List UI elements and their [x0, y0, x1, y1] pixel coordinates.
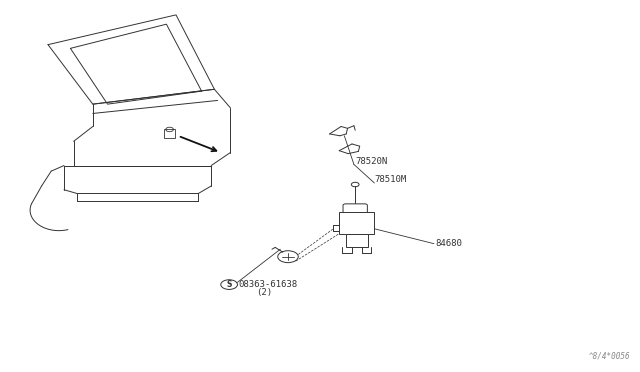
- FancyBboxPatch shape: [346, 234, 368, 247]
- FancyBboxPatch shape: [164, 129, 175, 138]
- Text: 78510M: 78510M: [374, 175, 406, 184]
- Text: 08363-61638: 08363-61638: [238, 280, 297, 289]
- FancyBboxPatch shape: [343, 204, 367, 217]
- FancyBboxPatch shape: [339, 212, 374, 234]
- Text: 84680: 84680: [435, 239, 462, 248]
- Text: (2): (2): [256, 288, 272, 297]
- Text: S: S: [227, 280, 232, 289]
- Text: 78520N: 78520N: [355, 157, 387, 166]
- Text: ^8/4*0056: ^8/4*0056: [589, 352, 630, 361]
